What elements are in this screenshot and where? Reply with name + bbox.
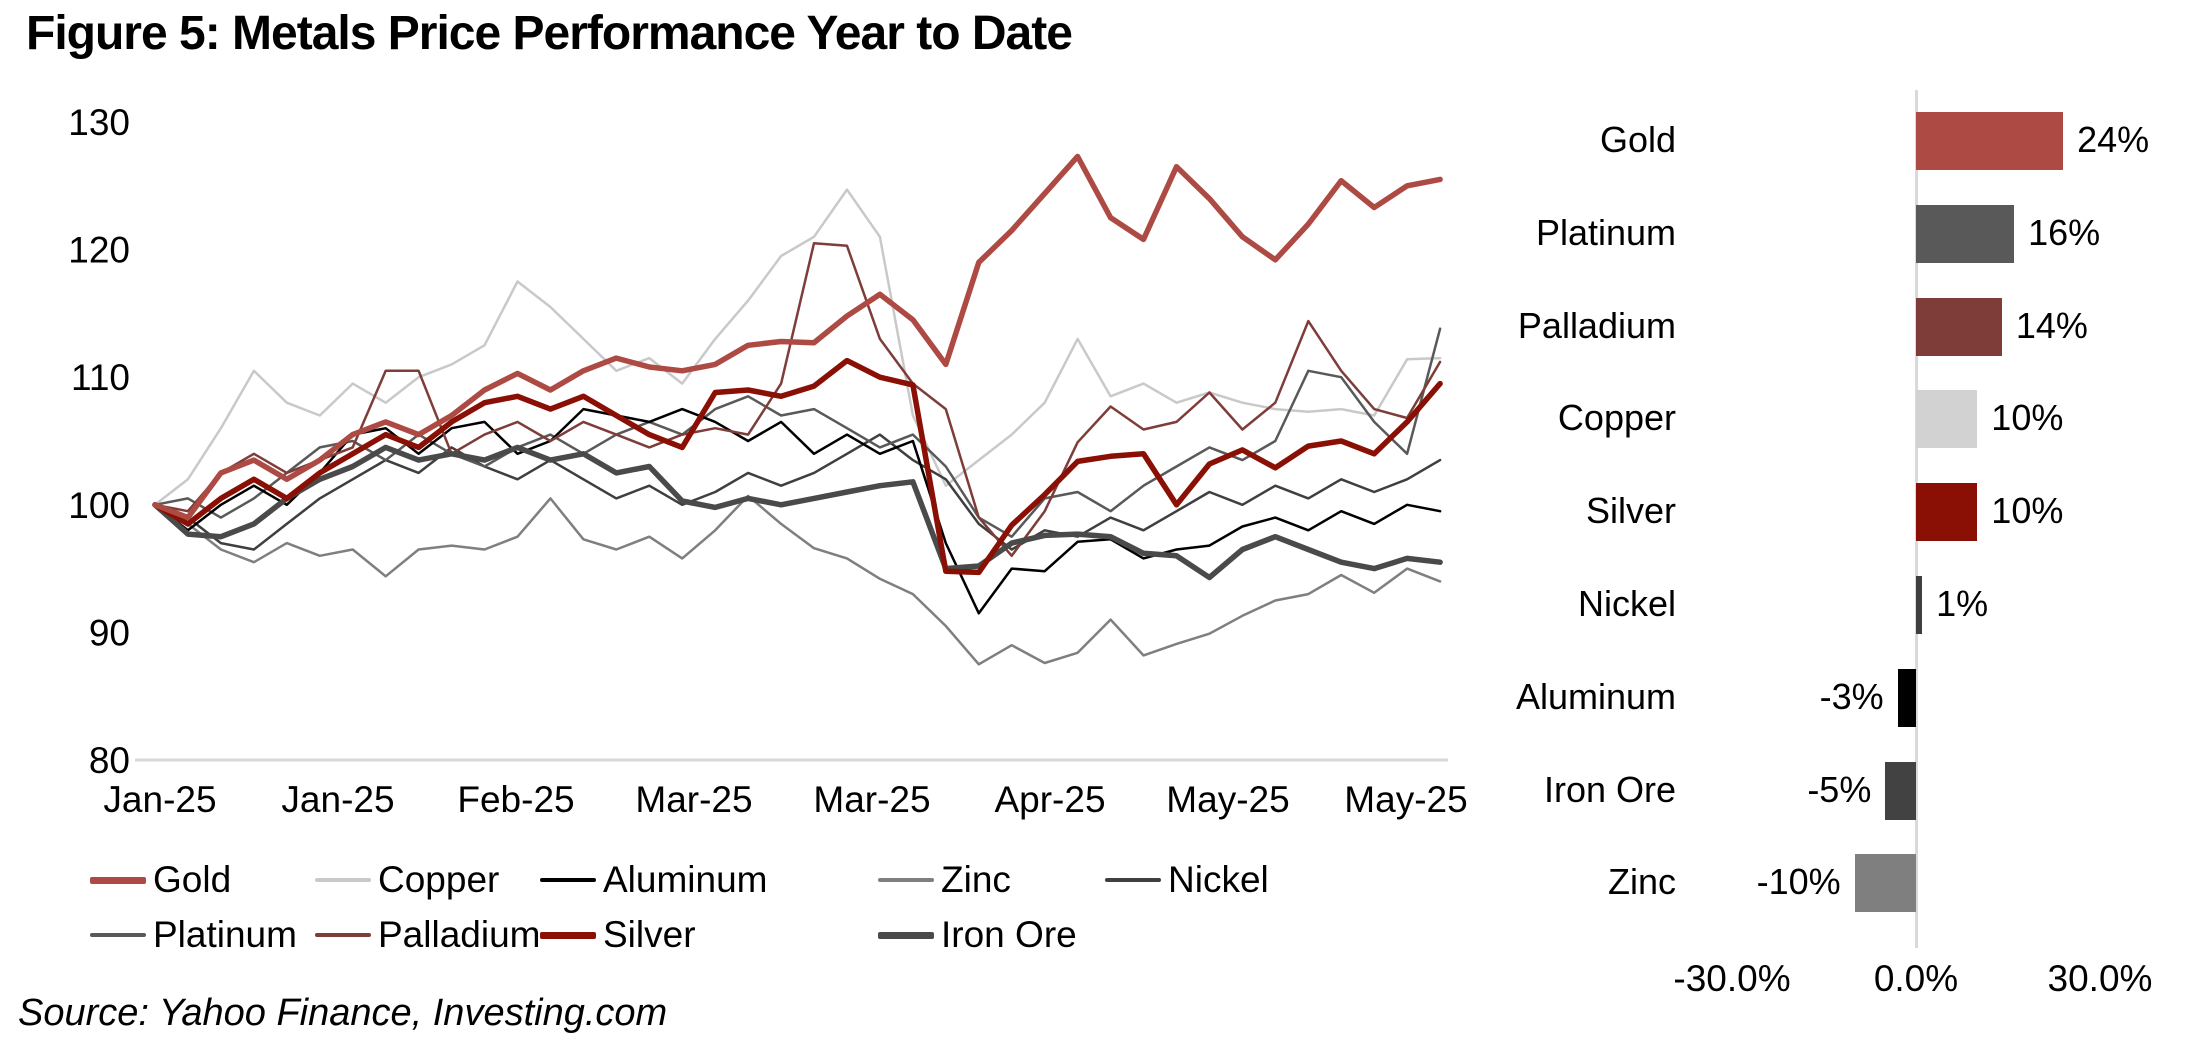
series-line-iron-ore xyxy=(152,444,1443,581)
x-tick-label: Mar-25 xyxy=(813,779,930,820)
y-tick-label: 110 xyxy=(71,357,130,398)
series-line-zinc xyxy=(153,494,1442,666)
bar-x-tick-label: 0.0% xyxy=(1873,958,1959,999)
series-line-nickel xyxy=(153,433,1442,551)
bar-category-label-palladium: Palladium xyxy=(1517,304,1676,346)
series-line-palladium xyxy=(153,241,1442,558)
bar-category-label-iron-ore: Iron Ore xyxy=(1543,768,1676,810)
bar-gold xyxy=(1916,112,2064,170)
legend-label: Palladium xyxy=(378,914,541,955)
bar-category-label-nickel: Nickel xyxy=(1577,583,1676,624)
legend-label: Copper xyxy=(378,859,500,900)
bar-category-label-silver: Silver xyxy=(1585,490,1676,532)
series-line-copper xyxy=(153,188,1442,507)
bar-value-label: -5% xyxy=(1807,768,1872,810)
bar-category-label-copper: Copper xyxy=(1557,397,1676,439)
y-tick-label: 130 xyxy=(68,102,130,143)
x-tick-label: Apr-25 xyxy=(994,779,1105,820)
bar-category-label-gold: Gold xyxy=(1599,119,1676,160)
bar-palladium xyxy=(1916,297,2002,356)
x-tick-label: Jan-25 xyxy=(103,779,216,820)
legend-item-nickel: Nickel xyxy=(1105,858,1269,902)
series-line-aluminum xyxy=(153,407,1442,615)
legend-swatch-icon xyxy=(540,931,596,939)
bar-chart: Gold 24% Platinum 16% Palladium 14% Copper 10% S… xyxy=(1480,0,2196,1049)
legend-swatch-icon xyxy=(540,878,596,882)
x-tick-label: Mar-25 xyxy=(635,779,752,820)
legend-item-copper: Copper xyxy=(315,858,499,902)
legend-item-silver: Silver xyxy=(540,913,696,957)
legend-label: Iron Ore xyxy=(941,914,1077,955)
x-tick-label: Feb-25 xyxy=(457,779,574,820)
bar-value-label: 24% xyxy=(2077,119,2150,160)
bar-value-label: 14% xyxy=(2015,304,2088,346)
legend-swatch-icon xyxy=(878,878,934,882)
series-line-platinum xyxy=(153,327,1442,538)
y-tick-label: 120 xyxy=(68,230,130,271)
y-tick-label: 90 xyxy=(89,612,130,653)
legend-label: Platinum xyxy=(153,914,297,955)
legend-label: Nickel xyxy=(1168,859,1269,900)
x-tick-label: May-25 xyxy=(1166,779,1289,820)
legend-item-platinum: Platinum xyxy=(90,913,297,957)
source-note: Source: Yahoo Finance, Investing.com xyxy=(18,992,668,1034)
legend-label: Gold xyxy=(153,859,232,900)
bar-category-label-platinum: Platinum xyxy=(1535,211,1676,253)
bar-zinc xyxy=(1854,854,1916,913)
bar-nickel xyxy=(1916,576,1923,634)
series-line-silver xyxy=(152,357,1443,576)
bar-platinum xyxy=(1916,204,2015,263)
bar-value-label: 10% xyxy=(1991,397,2064,439)
figure-title: Figure 5: Metals Price Performance Year … xyxy=(26,7,1073,60)
series-line-gold xyxy=(152,153,1443,521)
legend-item-palladium: Palladium xyxy=(315,913,540,957)
bar-iron-ore xyxy=(1885,761,1916,820)
legend-label: Zinc xyxy=(941,859,1011,900)
legend-item-iron-ore: Iron Ore xyxy=(878,913,1077,957)
bar-category-label-aluminum: Aluminum xyxy=(1515,675,1676,717)
bar-category-label-zinc: Zinc xyxy=(1607,861,1676,903)
legend-swatch-icon xyxy=(90,933,146,937)
bar-copper xyxy=(1916,390,1978,449)
bar-value-label: -3% xyxy=(1819,675,1884,717)
legend-label: Aluminum xyxy=(603,859,768,900)
bar-value-label: 1% xyxy=(1936,583,1989,624)
x-tick-label: Jan-25 xyxy=(281,779,394,820)
bar-value-label: 16% xyxy=(2028,211,2101,253)
legend-swatch-icon xyxy=(90,876,146,884)
bar-value-label: -10% xyxy=(1756,861,1841,903)
bar-x-tick-label: 30.0% xyxy=(2047,958,2153,999)
legend-item-gold: Gold xyxy=(90,858,231,902)
legend-swatch-icon xyxy=(315,878,371,882)
legend-swatch-icon xyxy=(878,931,934,939)
legend-label: Silver xyxy=(603,914,696,955)
bar-value-label: 10% xyxy=(1991,490,2064,532)
x-tick-label: May-25 xyxy=(1344,779,1467,820)
legend-swatch-icon xyxy=(315,933,371,937)
y-tick-label: 100 xyxy=(68,485,130,526)
bar-x-tick-label: -30.0% xyxy=(1673,958,1791,999)
y-tick-label: 80 xyxy=(89,740,130,781)
bar-silver xyxy=(1916,483,1978,542)
bar-aluminum xyxy=(1897,668,1916,727)
legend-swatch-icon xyxy=(1105,878,1161,882)
legend-item-zinc: Zinc xyxy=(878,858,1011,902)
legend-item-aluminum: Aluminum xyxy=(540,858,768,902)
